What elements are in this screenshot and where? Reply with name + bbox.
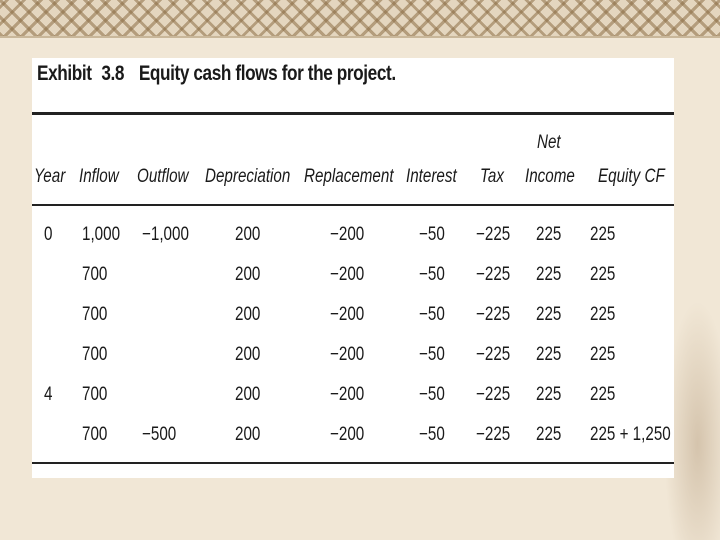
exhibit-title: Equity cash flows for the project. bbox=[138, 62, 396, 85]
bottom-rule bbox=[32, 462, 674, 464]
exhibit-number: 3.8 bbox=[101, 62, 125, 85]
cell-tax: −225 bbox=[476, 304, 511, 325]
cell-equity-cf: 225 bbox=[590, 304, 616, 325]
cell-inflow: 700 bbox=[82, 344, 108, 365]
header-replacement: Replacement bbox=[304, 166, 394, 187]
cell-outflow: −1,000 bbox=[142, 224, 189, 245]
decorative-border-band bbox=[0, 0, 720, 38]
cell-depreciation: 200 bbox=[235, 264, 261, 285]
cell-replacement: −200 bbox=[330, 384, 365, 405]
cell-depreciation: 200 bbox=[235, 304, 261, 325]
cell-tax: −225 bbox=[476, 344, 511, 365]
cell-depreciation: 200 bbox=[235, 384, 261, 405]
exhibit-caption: Exhibit 3.8 Equity cash flows for the proj… bbox=[37, 62, 396, 86]
exhibit-sheet: Exhibit 3.8 Equity cash flows for the proj… bbox=[32, 58, 674, 478]
cell-interest: −50 bbox=[419, 384, 445, 405]
cell-interest: −50 bbox=[419, 224, 445, 245]
header-net-bottom: Income bbox=[525, 166, 575, 187]
header-tax: Tax bbox=[480, 166, 504, 187]
cell-equity-cf: 225 bbox=[590, 224, 616, 245]
cell-inflow: 1,000 bbox=[82, 224, 121, 245]
cell-interest: −50 bbox=[419, 424, 445, 445]
cell-tax: −225 bbox=[476, 424, 511, 445]
cell-equity-cf: 225 + 1,250 bbox=[590, 424, 671, 445]
cell-inflow: 700 bbox=[82, 424, 108, 445]
cell-depreciation: 200 bbox=[235, 344, 261, 365]
header-depreciation: Depreciation bbox=[205, 166, 291, 187]
cell-net-income: 225 bbox=[536, 224, 562, 245]
cell-replacement: −200 bbox=[330, 304, 365, 325]
cell-year: 0 bbox=[44, 224, 53, 245]
cell-interest: −50 bbox=[419, 344, 445, 365]
cell-replacement: −200 bbox=[330, 264, 365, 285]
cell-net-income: 225 bbox=[536, 344, 562, 365]
cell-equity-cf: 225 bbox=[590, 264, 616, 285]
cell-inflow: 700 bbox=[82, 264, 108, 285]
cell-equity-cf: 225 bbox=[590, 344, 616, 365]
cell-net-income: 225 bbox=[536, 424, 562, 445]
cell-tax: −225 bbox=[476, 384, 511, 405]
cell-inflow: 700 bbox=[82, 384, 108, 405]
header-inflow: Inflow bbox=[79, 166, 119, 187]
cell-net-income: 225 bbox=[536, 264, 562, 285]
cell-net-income: 225 bbox=[536, 304, 562, 325]
top-rule bbox=[32, 112, 674, 115]
cell-depreciation: 200 bbox=[235, 424, 261, 445]
cell-replacement: −200 bbox=[330, 224, 365, 245]
cell-replacement: −200 bbox=[330, 424, 365, 445]
cell-interest: −50 bbox=[419, 264, 445, 285]
cell-tax: −225 bbox=[476, 264, 511, 285]
cell-replacement: −200 bbox=[330, 344, 365, 365]
header-year: Year bbox=[34, 166, 66, 187]
header-rule bbox=[32, 204, 674, 206]
cell-inflow: 700 bbox=[82, 304, 108, 325]
header-net-top: Net bbox=[537, 132, 561, 153]
exhibit-label: Exhibit bbox=[37, 62, 92, 85]
header-interest: Interest bbox=[406, 166, 457, 187]
cell-equity-cf: 225 bbox=[590, 384, 616, 405]
header-outflow: Outflow bbox=[137, 166, 189, 187]
cell-depreciation: 200 bbox=[235, 224, 261, 245]
cell-tax: −225 bbox=[476, 224, 511, 245]
cell-interest: −50 bbox=[419, 304, 445, 325]
cell-outflow: −500 bbox=[142, 424, 177, 445]
cell-net-income: 225 bbox=[536, 384, 562, 405]
cell-year: 4 bbox=[44, 384, 53, 405]
header-equity-cf: Equity CF bbox=[598, 166, 665, 187]
